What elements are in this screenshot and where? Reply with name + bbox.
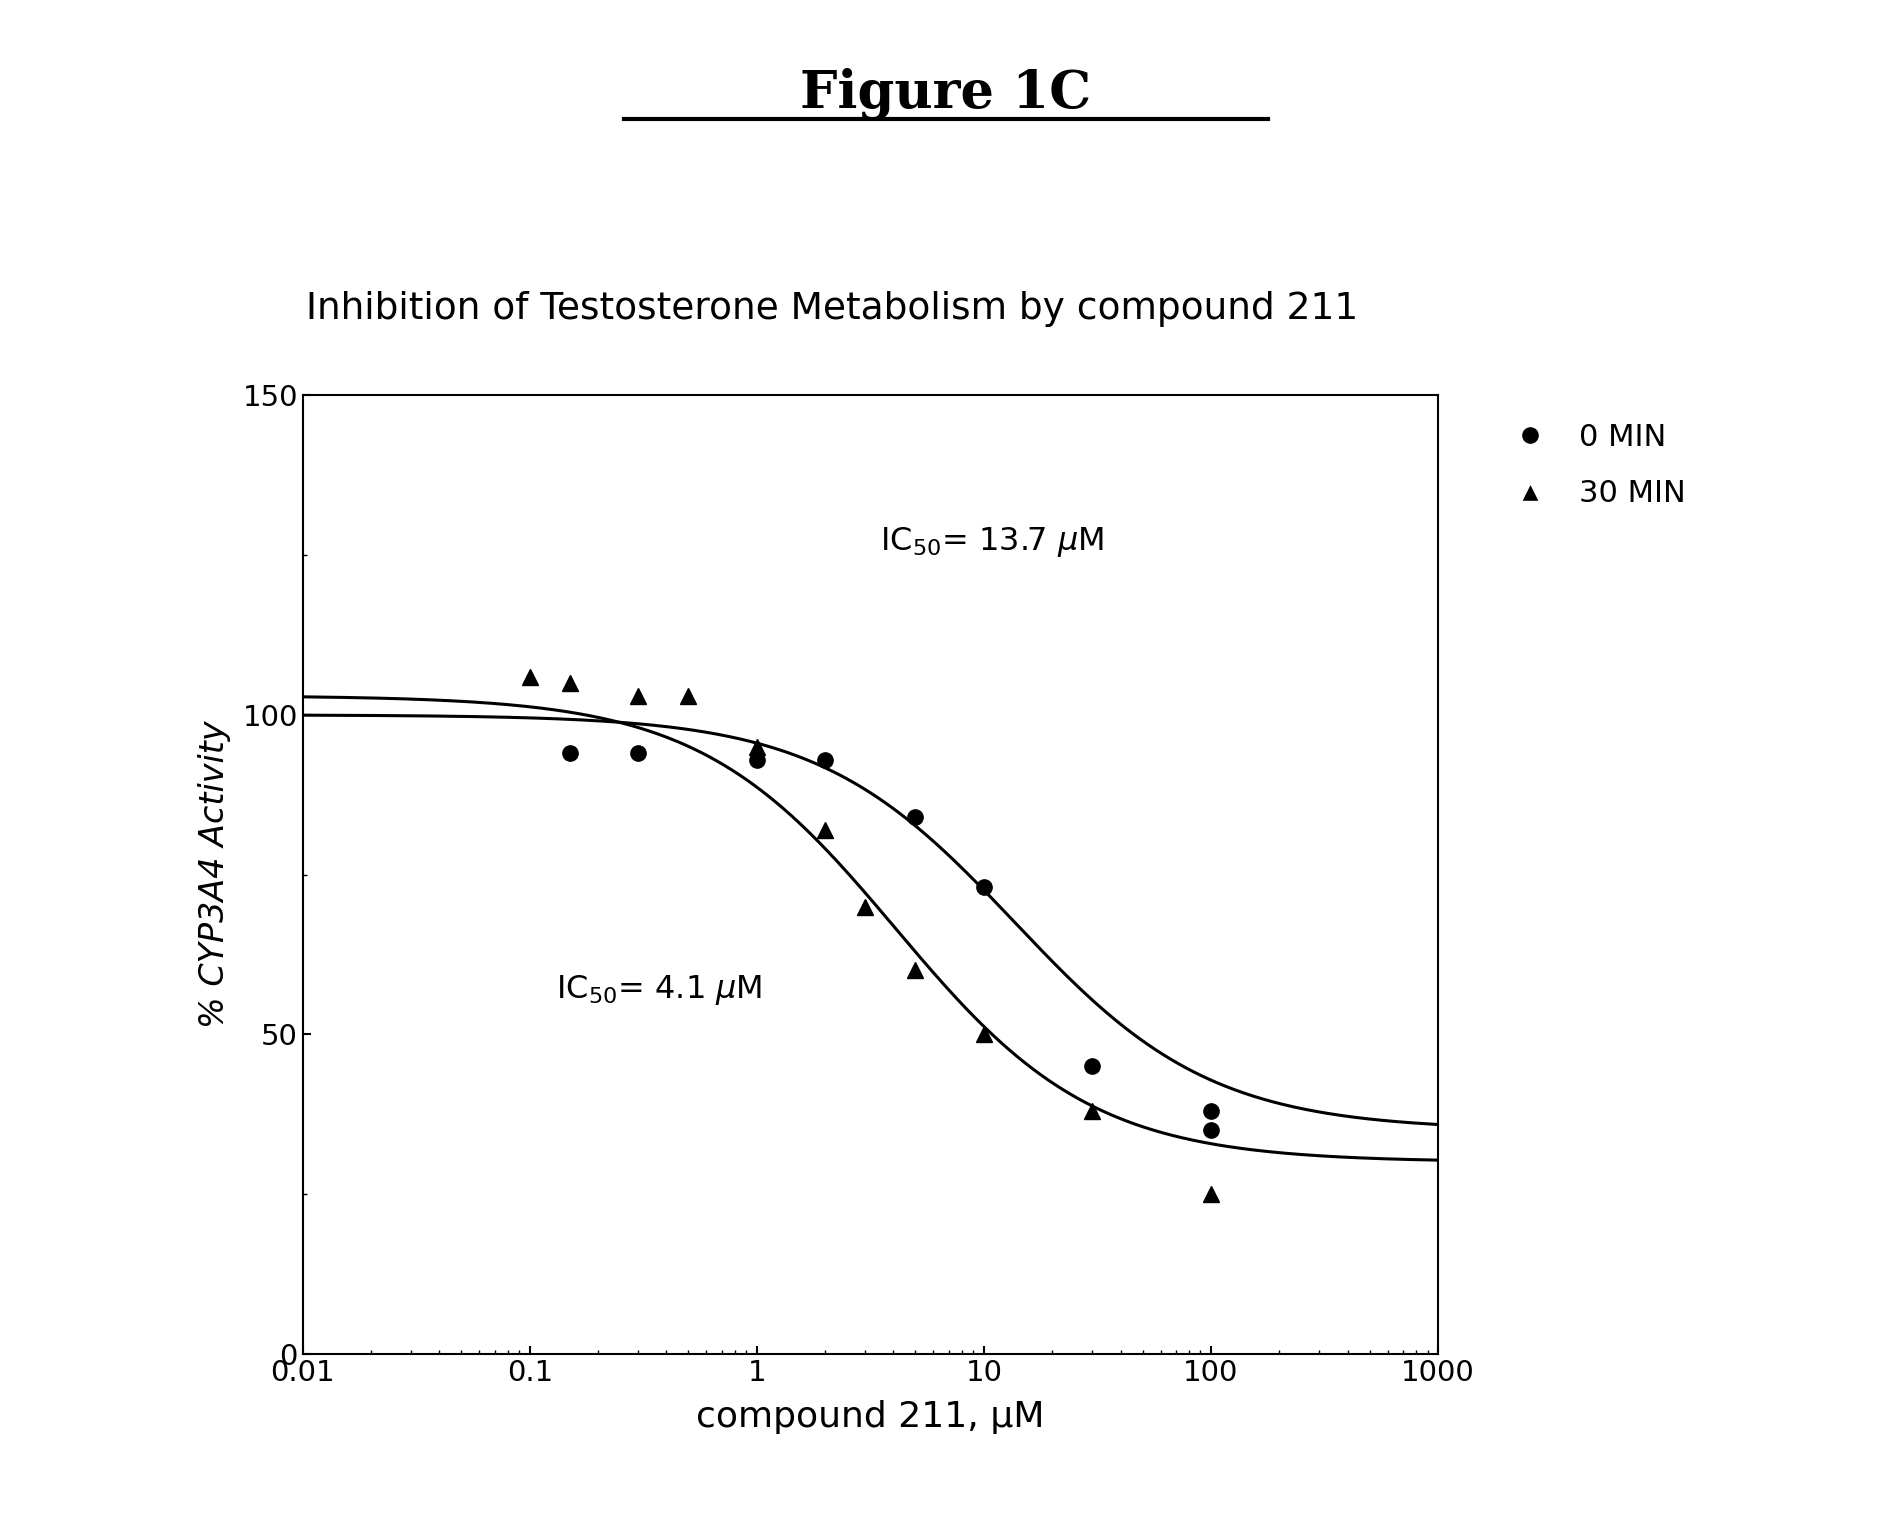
Text: Figure 1C: Figure 1C [800,68,1092,120]
Text: Inhibition of Testosterone Metabolism by compound 211: Inhibition of Testosterone Metabolism by… [307,291,1358,327]
Legend: 0 MIN, 30 MIN: 0 MIN, 30 MIN [1487,411,1697,520]
Y-axis label: % CYP3A4 Activity: % CYP3A4 Activity [199,721,231,1028]
Text: IC$_{50}$= 13.7 $\mu$M: IC$_{50}$= 13.7 $\mu$M [880,525,1105,560]
Text: IC$_{50}$= 4.1 $\mu$M: IC$_{50}$= 4.1 $\mu$M [556,972,762,1007]
X-axis label: compound 211, μM: compound 211, μM [696,1401,1044,1434]
